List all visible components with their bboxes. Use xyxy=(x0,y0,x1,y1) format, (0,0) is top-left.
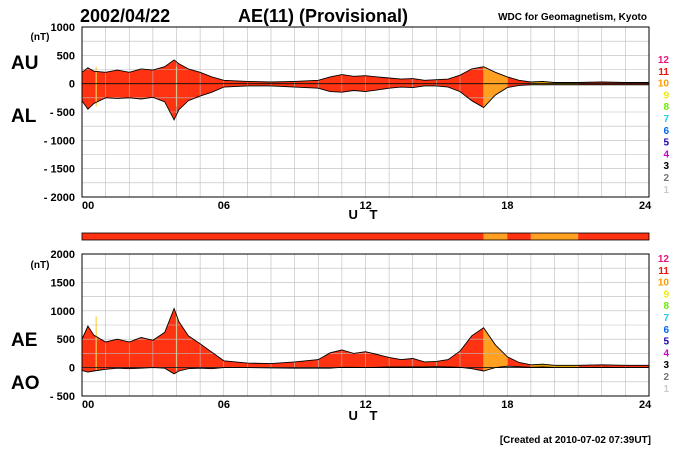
orange-activity-area xyxy=(483,66,508,108)
ae-ao-unit-label: (nT) xyxy=(31,260,50,271)
created-timestamp: [Created at 2010-07-02 07:39UT] xyxy=(500,435,651,446)
x-tick-label: 06 xyxy=(218,200,230,212)
y-tick-label: - 2000 xyxy=(44,192,75,204)
legend-level-6: 6 xyxy=(663,126,669,137)
x-tick-label: 24 xyxy=(639,200,652,212)
legend-level-12: 12 xyxy=(658,55,670,66)
x-tick-label: 00 xyxy=(82,200,94,212)
x-tick-label: 12 xyxy=(360,200,372,212)
activity-band-segment xyxy=(483,233,508,240)
activity-band-segment xyxy=(82,233,484,240)
activity-band-segment xyxy=(530,233,579,240)
au-al-x-axis-label: U T xyxy=(349,207,382,222)
legend-level-9: 9 xyxy=(663,90,669,101)
legend-level-9: 9 xyxy=(663,289,669,300)
y-tick-label: - 1500 xyxy=(44,164,75,176)
x-tick-label: 00 xyxy=(82,399,94,411)
legend-level-8: 8 xyxy=(663,102,669,113)
legend-level-5: 5 xyxy=(663,337,669,348)
data-source-label: WDC for Geomagnetism, Kyoto xyxy=(498,12,647,23)
legend-level-7: 7 xyxy=(663,313,669,324)
legend-level-4: 4 xyxy=(663,149,669,160)
al-series-label: AL xyxy=(11,106,37,127)
au-al-unit-label: (nT) xyxy=(31,32,50,43)
legend-level-3: 3 xyxy=(663,360,669,371)
activity-band-segment xyxy=(507,233,531,240)
legend-level-10: 10 xyxy=(658,79,670,90)
ae-ao-frame xyxy=(81,253,650,397)
y-tick-label: 1500 xyxy=(51,277,75,289)
al-curve xyxy=(81,84,649,121)
ae-curve xyxy=(81,307,649,366)
legend-level-8: 8 xyxy=(663,301,669,312)
legend-level-7: 7 xyxy=(663,114,669,125)
x-tick-label: 06 xyxy=(218,399,230,411)
orange-activity-area xyxy=(483,327,508,371)
y-tick-label: 2000 xyxy=(51,249,75,261)
legend-level-5: 5 xyxy=(663,138,669,149)
y-tick-label: 500 xyxy=(57,334,75,346)
y-tick-label: 0 xyxy=(69,363,75,375)
ae-ao-outline xyxy=(81,307,649,375)
au-curve xyxy=(81,59,649,83)
au-series-label: AU xyxy=(11,53,38,74)
ae-ao-x-axis-label: U T xyxy=(349,408,382,423)
au-al-grid xyxy=(81,26,650,198)
legend-level-1: 1 xyxy=(663,185,669,196)
au-al-frame xyxy=(81,26,650,198)
ae-series-label: AE xyxy=(11,330,37,351)
legend-level-2: 2 xyxy=(663,173,669,184)
legend-level-1: 1 xyxy=(663,384,669,395)
y-tick-label: 500 xyxy=(57,50,75,62)
ao-series-label: AO xyxy=(11,373,40,394)
x-tick-label: 18 xyxy=(501,200,513,212)
legend-level-10: 10 xyxy=(658,278,670,289)
legend-level-12: 12 xyxy=(658,254,670,265)
au-al-y-ticks: 1000 500 0 - 500 - 1000 - 1500 - 2000 xyxy=(44,22,75,204)
y-tick-label: - 500 xyxy=(50,391,75,403)
legend-level-6: 6 xyxy=(663,325,669,336)
activity-band-segment xyxy=(578,233,649,240)
x-tick-label: 12 xyxy=(360,399,372,411)
au-al-x-ticks: 00 06 12 18 24 xyxy=(82,200,652,212)
date-label: 2002/04/22 xyxy=(80,6,170,26)
y-tick-label: 0 xyxy=(69,79,75,91)
y-tick-label: - 500 xyxy=(50,107,75,119)
legend-level-11: 11 xyxy=(658,266,669,277)
y-tick-label: 1000 xyxy=(51,306,75,318)
legend-level-2: 2 xyxy=(663,372,669,383)
ae-ao-y-ticks: 2000 1500 1000 500 0 - 500 xyxy=(50,249,75,403)
legend-level-11: 11 xyxy=(658,67,669,78)
y-tick-label: 1000 xyxy=(51,22,75,34)
activity-bar-frame xyxy=(81,232,650,241)
x-tick-label: 24 xyxy=(639,399,652,411)
ao-curve xyxy=(81,365,649,375)
ae-ao-x-ticks: 00 06 12 18 24 xyxy=(82,399,652,411)
y-tick-label: - 1000 xyxy=(44,135,75,147)
x-tick-label: 18 xyxy=(501,399,513,411)
index-title: AE(11) (Provisional) xyxy=(238,6,408,26)
activity-level-bar xyxy=(82,233,649,240)
legend-level-4: 4 xyxy=(663,348,669,359)
au-al-outline xyxy=(81,59,649,121)
legend-level-3: 3 xyxy=(663,161,669,172)
